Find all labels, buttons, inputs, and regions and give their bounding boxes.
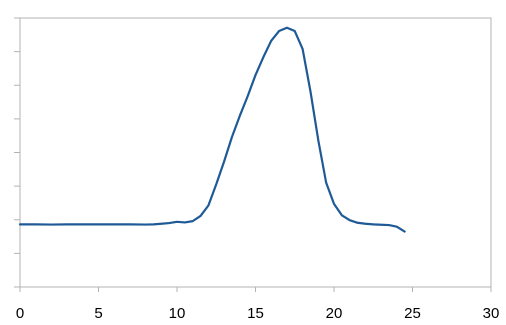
x-tick-label: 25 (404, 305, 421, 322)
x-tick-label: 20 (326, 305, 343, 322)
x-tick-label: 10 (169, 305, 186, 322)
x-tick-label: 0 (16, 305, 24, 322)
data-line (18, 26, 406, 233)
x-tick-label: 5 (94, 305, 102, 322)
x-tick-label: 15 (247, 305, 264, 322)
x-tick-label: 30 (483, 305, 500, 322)
plot-frame (19, 17, 492, 288)
